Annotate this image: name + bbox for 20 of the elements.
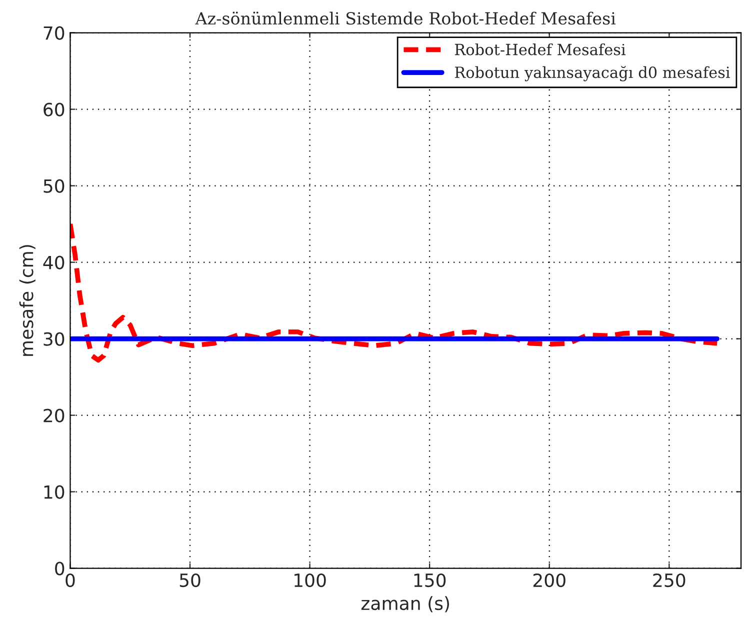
y-tick-label: 0: [55, 562, 64, 576]
y-tick-label: 30: [44, 332, 64, 346]
y-tick-label: 40: [43, 256, 64, 270]
x-axis-title: zaman (s): [361, 596, 450, 612]
legend-label: Robotun yakınsayacağı d0 mesafesi: [454, 66, 730, 82]
x-tick-label: 250: [653, 573, 686, 588]
y-tick-label: 60: [44, 102, 64, 116]
y-tick-label: 70: [44, 26, 64, 40]
x-tick-label: 50: [180, 573, 200, 588]
x-tick-label: 0: [66, 573, 75, 588]
legend-label: Robot-Hedef Mesafesi: [454, 43, 626, 56]
y-tick-label: 10: [44, 485, 64, 499]
y-axis-title: mesafe (cm): [19, 245, 36, 356]
line-series: [70, 222, 720, 363]
y-tick-label: 50: [44, 179, 64, 193]
x-tick-label: 100: [294, 573, 326, 588]
chart-title: Az-sönümlenmeli Sistemde Robot-Hedef Mesafesi: [195, 12, 616, 25]
x-tick-label: 150: [414, 573, 446, 588]
y-tick-label: 20: [44, 408, 64, 422]
x-tick-label: 200: [533, 573, 566, 588]
